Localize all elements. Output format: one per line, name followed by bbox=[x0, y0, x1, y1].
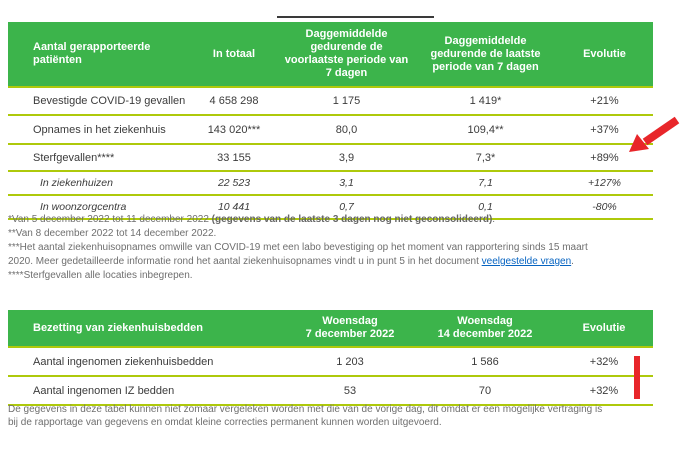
table-row-in-ziekenhuizen: In ziekenhuizen 22 523 3,1 7,1 +127% bbox=[8, 172, 653, 196]
table-row-in-woonzorgcentra: In woonzorgcentra 10 441 0,7 0,1 -80% bbox=[8, 196, 653, 220]
cell-date2: 1 586 bbox=[471, 355, 499, 368]
row-label: Aantal ingenomen IZ bedden bbox=[33, 384, 175, 397]
cell-date2: 70 bbox=[478, 384, 492, 397]
disclaimer-line1: De gegevens in deze tabel kunnen niet zo… bbox=[8, 404, 603, 415]
veelgestelde-vragen-link[interactable]: veelgestelde vragen bbox=[481, 256, 572, 267]
table2-header-row: Bezetting van ziekenhuisbedden Woensdag … bbox=[8, 310, 653, 348]
table1-header-row: Aantal gerapporteerde patiënten In totaa… bbox=[8, 22, 653, 88]
cell-evolution: +127% bbox=[588, 177, 621, 189]
cell-evolution: +32% bbox=[589, 384, 619, 397]
table-row-bevestigde-gevallen: Bevestigde COVID-19 gevallen 4 658 298 1… bbox=[8, 88, 653, 116]
col3-top-border-line bbox=[277, 16, 434, 18]
reported-patients-table: Aantal gerapporteerde patiënten In totaa… bbox=[8, 22, 653, 220]
cell-evolution: +32% bbox=[589, 355, 619, 368]
header-in-totaal: In totaal bbox=[190, 22, 278, 86]
cell-previous-period: 3,1 bbox=[339, 177, 354, 189]
header-label: Bezetting van ziekenhuisbedden bbox=[33, 321, 203, 334]
footnote-3-line1: ***Het aantal ziekenhuisopnames omwille … bbox=[8, 242, 588, 253]
cell-previous-period: 3,9 bbox=[338, 151, 355, 164]
footnote-3-line2: 2020. Meer gedetailleerde informatie ron… bbox=[8, 255, 660, 269]
row-label: Opnames in het ziekenhuis bbox=[33, 123, 166, 136]
header-daggemiddelde-laatste-periode: Daggemiddelde gedurende de laatste perio… bbox=[415, 22, 556, 86]
header-label: Daggemiddelde gedurende de voorlaatste p… bbox=[284, 28, 409, 79]
header-label: Woensdag 7 december 2022 bbox=[305, 315, 395, 340]
cell-previous-period: 80,0 bbox=[335, 123, 358, 136]
cell-evolution: +89% bbox=[590, 151, 619, 164]
table-row-ingenomen-iz-bedden: Aantal ingenomen IZ bedden 53 70 +32% bbox=[8, 377, 653, 406]
cell-last-period: 7,3* bbox=[475, 151, 496, 164]
table-row-opnames-ziekenhuis: Opnames in het ziekenhuis 143 020*** 80,… bbox=[8, 116, 653, 145]
table-row-sterfgevallen: Sterfgevallen**** 33 155 3,9 7,3* +89% bbox=[8, 145, 653, 172]
footnote-1-end: . bbox=[492, 214, 496, 225]
table2-disclaimer: De gegevens in deze tabel kunnen niet zo… bbox=[8, 403, 662, 429]
header-aantal-gerapporteerde-patienten: Aantal gerapporteerde patiënten bbox=[8, 22, 190, 86]
row-label: In woonzorgcentra bbox=[40, 201, 127, 213]
red-arrow-annotation bbox=[629, 116, 680, 152]
row-label: Bevestigde COVID-19 gevallen bbox=[33, 95, 186, 107]
table-row-ingenomen-ziekenhuisbedden: Aantal ingenomen ziekenhuisbedden 1 203 … bbox=[8, 348, 653, 377]
cell-last-period: 0,1 bbox=[478, 201, 493, 213]
cell-previous-period: 0,7 bbox=[339, 201, 354, 213]
footnote-1-bold: (gegevens van de laatste 3 dagen nog nie… bbox=[211, 214, 493, 225]
cell-total: 4 658 298 bbox=[209, 95, 259, 107]
footnote-4: ****Sterfgevallen alle locaties inbegrep… bbox=[8, 270, 193, 281]
footnote-1-text: *Van 5 december 2022 tot 11 december 202… bbox=[8, 214, 212, 225]
cell-total: 22 523 bbox=[217, 177, 251, 189]
header-label: Woensdag 14 december 2022 bbox=[437, 315, 533, 340]
header-bezetting-ziekenhuisbedden: Bezetting van ziekenhuisbedden bbox=[8, 310, 285, 346]
row-label: In ziekenhuizen bbox=[40, 177, 113, 189]
header-label: Evolutie bbox=[582, 321, 626, 334]
cell-total: 143 020*** bbox=[207, 123, 261, 136]
footnote-3-text: 2020. Meer gedetailleerde informatie ron… bbox=[8, 256, 482, 267]
disclaimer-line2: bij de rapportage van gegevens en omdat … bbox=[8, 417, 442, 428]
footnote-3-end: . bbox=[571, 256, 574, 267]
cell-evolution: -80% bbox=[592, 201, 617, 213]
footnote-1: *Van 5 december 2022 tot 11 december 202… bbox=[8, 213, 660, 227]
header-label: In totaal bbox=[212, 47, 256, 60]
row-label: Aantal ingenomen ziekenhuisbedden bbox=[33, 355, 214, 368]
cell-total: 10 441 bbox=[217, 201, 251, 213]
cell-last-period: 1 419* bbox=[469, 95, 502, 107]
cell-evolution: +21% bbox=[590, 95, 619, 107]
footnote-2: **Van 8 december 2022 tot 14 december 20… bbox=[8, 228, 217, 239]
header-woensdag-14-december: Woensdag 14 december 2022 bbox=[415, 310, 555, 346]
cell-previous-period: 1 175 bbox=[332, 95, 361, 107]
hospital-beds-table: Bezetting van ziekenhuisbedden Woensdag … bbox=[8, 310, 653, 406]
red-bar-annotation bbox=[634, 356, 640, 399]
header-label: Daggemiddelde gedurende de laatste perio… bbox=[430, 34, 541, 73]
cell-date1: 53 bbox=[343, 384, 357, 397]
row-label: Sterfgevallen**** bbox=[33, 151, 115, 164]
footnotes: *Van 5 december 2022 tot 11 december 202… bbox=[8, 213, 660, 283]
header-woensdag-7-december: Woensdag 7 december 2022 bbox=[285, 310, 415, 346]
cell-last-period: 109,4** bbox=[467, 123, 504, 136]
header-label: Evolutie bbox=[583, 47, 626, 60]
cell-evolution: +37% bbox=[590, 123, 619, 136]
header-label: Aantal gerapporteerde patiënten bbox=[33, 41, 151, 66]
cell-last-period: 7,1 bbox=[478, 177, 493, 189]
header-daggemiddelde-voorlaatste-periode: Daggemiddelde gedurende de voorlaatste p… bbox=[278, 22, 415, 86]
header-evolutie: Evolutie bbox=[555, 310, 653, 346]
cell-total: 33 155 bbox=[217, 151, 251, 164]
header-evolutie: Evolutie bbox=[556, 22, 653, 86]
cell-date1: 1 203 bbox=[336, 355, 364, 368]
